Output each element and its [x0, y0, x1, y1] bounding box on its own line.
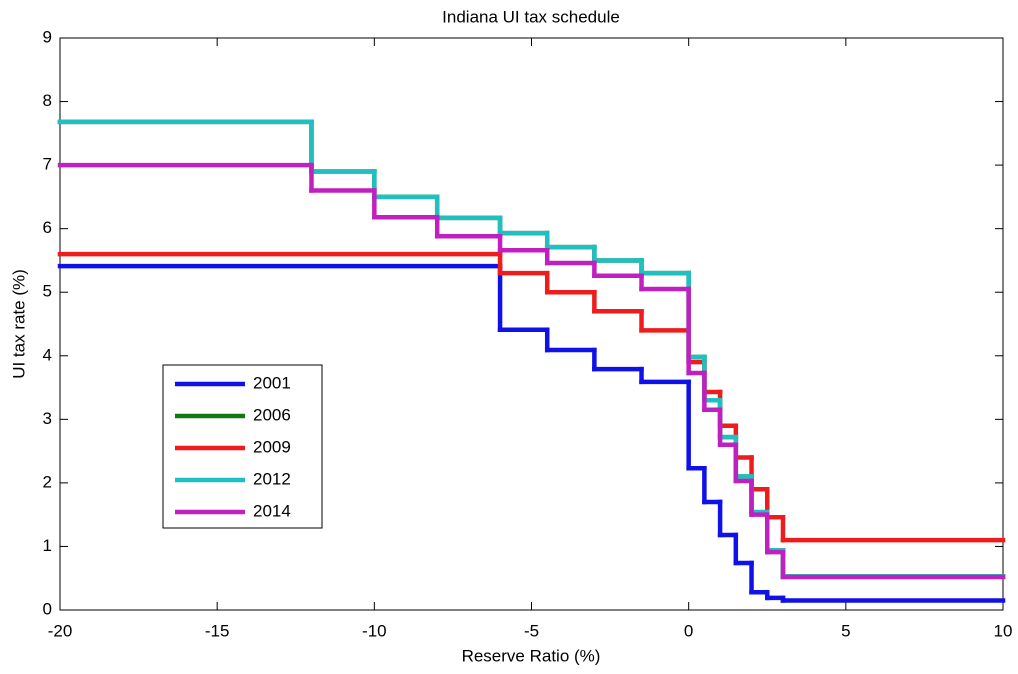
legend-label: 2014 [253, 501, 291, 520]
x-tick-label: -15 [205, 621, 230, 640]
legend: 2001 2006 2009 2012 2014 [162, 364, 323, 529]
y-tick-label: 1 [43, 536, 52, 555]
y-tick-label: 8 [43, 91, 52, 110]
plot-area: -20 -15 -10 -5 0 5 10 0 1 2 3 4 5 6 7 8 9 [43, 27, 1013, 640]
x-tick-label: 0 [684, 621, 693, 640]
legend-label: 2001 [253, 373, 291, 392]
chart-title: Indiana UI tax schedule [442, 7, 620, 26]
y-tick-label: 2 [43, 472, 52, 491]
series [57, 263, 1006, 603]
x-tick-label: -20 [48, 621, 73, 640]
y-tick-label: 4 [43, 345, 52, 364]
x-axis-label: Reserve Ratio (%) [462, 646, 601, 665]
y-tick-label: 3 [43, 409, 52, 428]
x-tick-label: 5 [841, 621, 850, 640]
x-tick-label: -5 [524, 621, 539, 640]
legend-label: 2009 [253, 437, 291, 456]
legend-label: 2006 [253, 405, 291, 424]
legend-label: 2012 [253, 469, 291, 488]
y-tick-label: 7 [43, 155, 52, 174]
y-tick-label: 0 [43, 599, 52, 618]
x-tick-label: -10 [362, 621, 387, 640]
y-tick-label: 6 [43, 218, 52, 237]
y-axis-label: UI tax rate (%) [9, 269, 28, 379]
y-tick-label: 5 [43, 282, 52, 301]
y-tick-label: 9 [43, 27, 52, 46]
series [57, 162, 1006, 580]
x-tick-label: 10 [994, 621, 1013, 640]
